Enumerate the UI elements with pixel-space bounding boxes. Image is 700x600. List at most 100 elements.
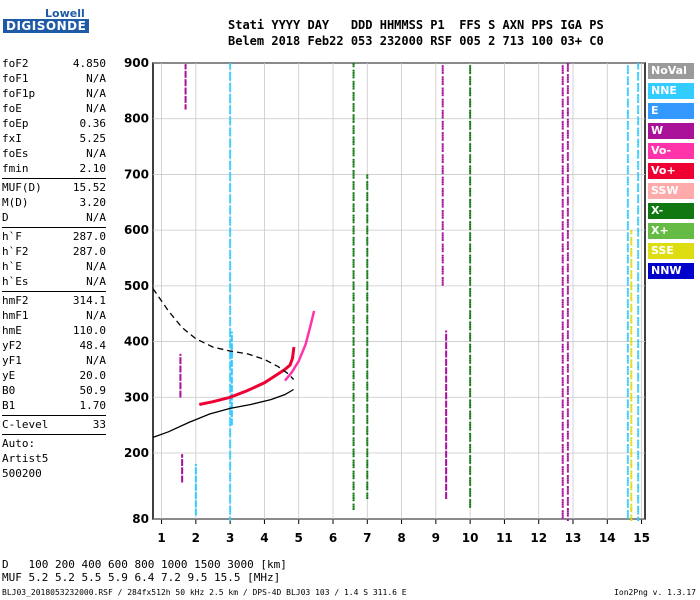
echo-dot xyxy=(230,343,233,346)
echo-dot xyxy=(469,370,472,373)
echo-dot xyxy=(566,221,569,224)
echo-dot xyxy=(561,301,564,304)
echo-dot xyxy=(445,387,448,390)
echo-dot xyxy=(229,243,232,246)
echo-dot xyxy=(561,490,564,493)
echo-dot xyxy=(352,252,355,255)
echo-dot xyxy=(566,163,569,166)
echo-dot xyxy=(626,158,629,161)
echo-dot xyxy=(181,477,184,480)
echo-dot xyxy=(230,373,233,376)
echo-dot xyxy=(230,415,233,418)
echo-dot xyxy=(352,444,355,447)
echo-dot xyxy=(566,475,569,477)
echo-dot xyxy=(469,65,472,68)
echo-dot xyxy=(445,459,448,462)
echo-dot xyxy=(445,447,448,450)
echo-dot xyxy=(630,232,633,235)
echo-dot xyxy=(469,147,472,150)
echo-dot xyxy=(561,494,564,497)
echo-dot xyxy=(469,223,472,226)
echo-dot xyxy=(229,519,232,521)
echo-dot xyxy=(637,138,640,141)
echo-dot xyxy=(566,292,569,295)
echo-dot xyxy=(626,103,629,106)
echo-dot xyxy=(630,450,633,453)
echo-dot xyxy=(561,127,564,130)
echo-dot xyxy=(229,67,232,70)
echo-dot xyxy=(469,161,472,164)
echo-dot xyxy=(184,64,187,67)
echo-dot xyxy=(441,250,444,253)
echo-dot xyxy=(366,410,369,413)
echo-dot xyxy=(566,236,569,239)
param-label: B1 xyxy=(2,399,16,412)
echo-dot xyxy=(469,435,472,438)
echo-dot xyxy=(469,149,472,152)
echo-dot xyxy=(626,332,629,335)
echo-dot xyxy=(445,333,448,336)
echo-dot xyxy=(626,169,629,172)
echo-dot xyxy=(366,243,369,246)
echo-dot xyxy=(566,510,569,513)
echo-dot xyxy=(566,341,569,344)
echo-dot xyxy=(469,272,472,275)
echo-dot xyxy=(352,183,355,186)
param-value: 15.52 xyxy=(72,181,106,194)
echo-dot xyxy=(469,299,472,302)
echo-dot xyxy=(566,441,569,444)
echo-dot xyxy=(626,165,629,168)
echo-dot xyxy=(352,372,355,375)
echo-dot xyxy=(445,445,448,448)
param-row: foEp 0.36 xyxy=(2,116,106,131)
echo-dot xyxy=(229,472,232,475)
echo-dot xyxy=(229,76,232,79)
echo-dot xyxy=(637,283,640,286)
echo-dot xyxy=(229,361,232,364)
echo-dot xyxy=(229,268,232,271)
param-row: yF1 N/A xyxy=(2,353,106,368)
echo-dot xyxy=(229,450,232,453)
echo-dot xyxy=(561,503,564,506)
echo-dot xyxy=(229,388,232,391)
echo-dot xyxy=(229,116,232,119)
echo-dot xyxy=(184,95,187,98)
param-value: N/A xyxy=(86,87,106,100)
param-value: 5.25 xyxy=(79,132,107,145)
echo-dot xyxy=(469,283,472,286)
echo-dot xyxy=(637,483,640,486)
echo-dot xyxy=(561,303,564,306)
echo-dot xyxy=(366,203,369,206)
echo-dot xyxy=(626,161,629,164)
echo-dot xyxy=(561,305,564,308)
header-values: Belem 2018 Feb22 053 232000 RSF 005 2 71… xyxy=(228,34,604,48)
echo-dot xyxy=(566,325,569,328)
echo-dot xyxy=(352,136,355,139)
echo-dot xyxy=(352,386,355,389)
echo-dot xyxy=(179,383,182,386)
echo-dot xyxy=(230,359,233,362)
echo-dot xyxy=(445,442,448,445)
echo-dot xyxy=(637,116,640,119)
echo-dot xyxy=(229,466,232,469)
echo-dot xyxy=(229,444,232,447)
echo-dot xyxy=(445,417,448,420)
echo-dot xyxy=(561,346,564,349)
x-tick-label: 14 xyxy=(599,531,616,545)
echo-dot xyxy=(352,288,355,291)
echo-dot xyxy=(469,459,472,462)
echo-dot xyxy=(229,156,232,159)
echo-dot xyxy=(445,460,448,463)
legend-item-x: X- xyxy=(648,203,694,219)
echo-dot xyxy=(566,499,569,502)
echo-dot xyxy=(229,145,232,148)
echo-dot xyxy=(626,132,629,135)
echo-dot xyxy=(352,259,355,262)
echo-dot xyxy=(637,274,640,277)
echo-dot xyxy=(229,430,232,433)
echo-dot xyxy=(229,299,232,302)
echo-dot xyxy=(469,270,472,273)
density-profile-extrapolated xyxy=(152,288,295,380)
echo-dot xyxy=(441,256,444,259)
echo-dot xyxy=(566,152,569,155)
